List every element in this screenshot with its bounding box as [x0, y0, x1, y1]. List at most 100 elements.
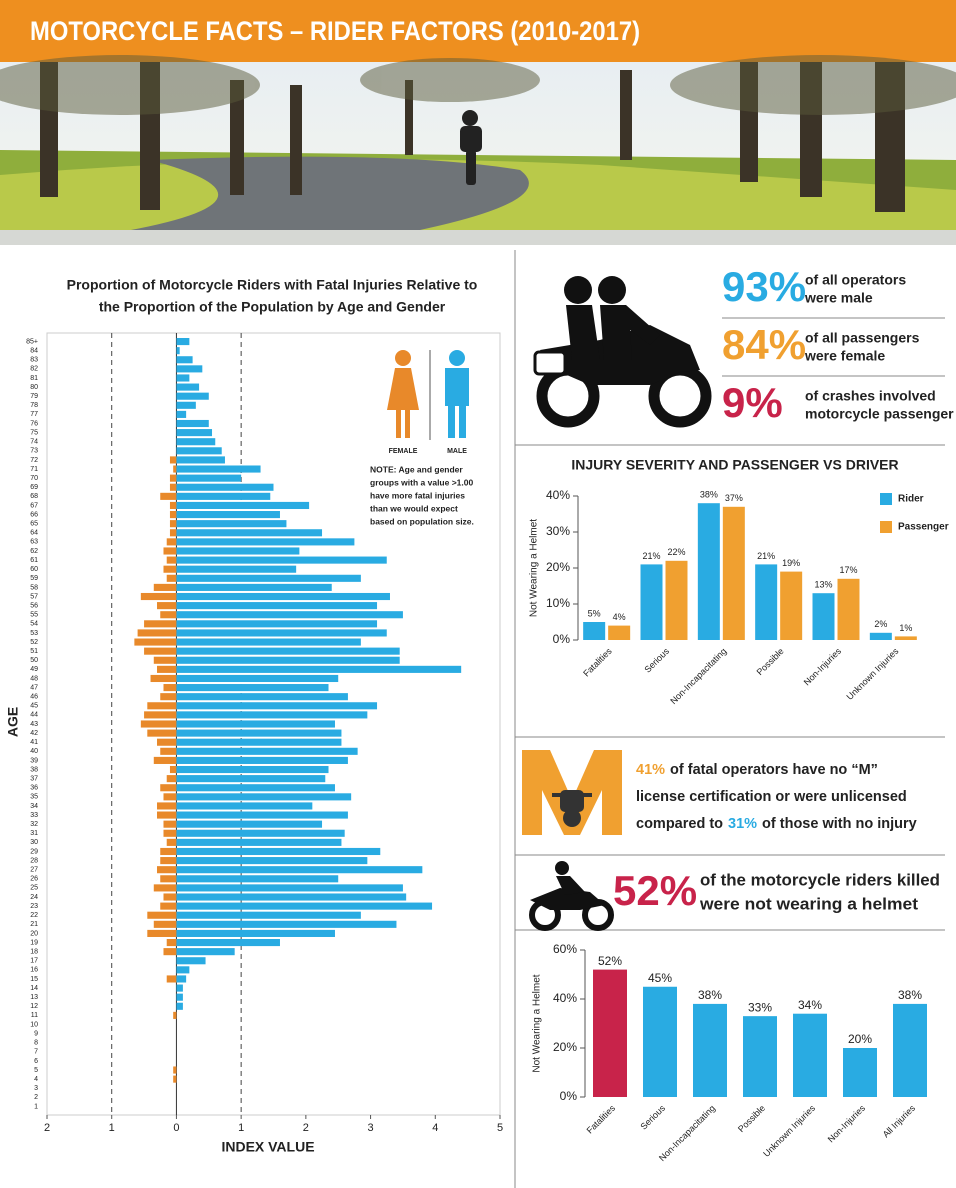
age-label: 6	[34, 1058, 38, 1065]
value-label: 38%	[898, 988, 922, 1002]
x-axis-label: INDEX VALUE	[221, 1139, 314, 1155]
value-label: 34%	[798, 998, 822, 1012]
age-label: 31	[30, 830, 38, 837]
age-bar	[167, 538, 177, 545]
license-icon	[522, 750, 622, 835]
age-bar	[163, 893, 176, 900]
age-bar	[167, 775, 177, 782]
age-bar	[176, 903, 432, 910]
age-bar	[157, 866, 176, 873]
age-bar	[163, 793, 176, 800]
age-label: 66	[30, 511, 38, 518]
age-label: 79	[30, 393, 38, 400]
age-label: 11	[31, 1012, 38, 1019]
age-bar	[167, 939, 177, 946]
age-bar	[176, 393, 208, 400]
x-tick-label: Fatalities	[581, 646, 614, 679]
age-bar	[176, 739, 341, 746]
value-label: 19%	[782, 558, 800, 568]
age-bar	[176, 802, 312, 809]
x-tick-label: Non-Injuries	[826, 1103, 868, 1145]
value-label: 4%	[613, 612, 626, 622]
age-bar	[170, 520, 176, 527]
age-bar	[176, 557, 386, 564]
license-text: compared to	[636, 816, 723, 832]
age-label: 5	[34, 1067, 38, 1074]
x-tick-label: All Injuries	[881, 1103, 918, 1140]
age-bar	[151, 675, 177, 682]
age-bar	[176, 465, 260, 472]
bar	[608, 626, 630, 640]
age-label: 37	[30, 775, 38, 782]
bar	[593, 970, 627, 1097]
age-label: 85+	[26, 338, 38, 345]
age-bar	[160, 857, 176, 864]
age-label: 70	[30, 475, 38, 482]
photo	[0, 55, 956, 245]
age-bar	[173, 1066, 176, 1073]
age-label: 13	[30, 994, 38, 1001]
age-label: 78	[30, 402, 38, 409]
x-tick-label: Non-Injuries	[802, 646, 844, 688]
age-bar	[176, 629, 386, 636]
age-label: 35	[30, 794, 38, 801]
age-label: 12	[30, 1003, 38, 1010]
age-bar	[147, 702, 176, 709]
age-bar	[170, 502, 176, 509]
age-bar	[157, 602, 176, 609]
age-label: 2	[34, 1094, 38, 1101]
age-label: 46	[30, 694, 38, 701]
x-tick-label: Non-Incapacitating	[657, 1103, 717, 1163]
age-bar	[176, 666, 461, 673]
age-label: 55	[30, 612, 38, 619]
value-label: 45%	[648, 971, 672, 985]
age-bar	[176, 884, 403, 891]
age-bar	[176, 839, 341, 846]
age-label: 36	[30, 785, 38, 792]
age-bar	[176, 365, 202, 372]
age-bar	[176, 912, 360, 919]
license-text: license certification or were unlicensed	[636, 789, 907, 805]
age-label: 67	[30, 502, 38, 509]
age-label: 42	[30, 730, 38, 737]
bar	[641, 564, 663, 640]
age-bar	[163, 821, 176, 828]
age-bar	[176, 529, 322, 536]
age-bar	[144, 711, 176, 718]
stat-text: of all operators	[805, 272, 906, 288]
age-bar	[144, 620, 176, 627]
chart-title: INJURY SEVERITY AND PASSENGER VS DRIVER	[571, 457, 898, 473]
age-label: 56	[30, 602, 38, 609]
age-label: 3	[34, 1085, 38, 1092]
age-bar	[176, 638, 360, 645]
stat-text: of all passengers	[805, 330, 920, 346]
bar	[813, 593, 835, 640]
y-axis-label: AGE	[5, 707, 21, 737]
age-bar	[176, 985, 182, 992]
age-bar	[176, 975, 186, 982]
note-text: NOTE: Age and gender	[370, 464, 463, 474]
age-label: 28	[30, 857, 38, 864]
age-bar	[157, 739, 176, 746]
age-label: 76	[30, 420, 38, 427]
note-text: based on population size.	[370, 516, 474, 526]
age-bar	[176, 511, 280, 518]
bar	[870, 633, 892, 640]
age-bar	[176, 939, 280, 946]
stat-value: 52%	[613, 867, 697, 914]
age-bar	[176, 812, 347, 819]
age-label: 44	[30, 712, 38, 719]
age-bar	[176, 384, 199, 391]
rider-icon	[530, 861, 611, 928]
age-label: 1	[34, 1103, 38, 1110]
age-label: 4	[34, 1076, 38, 1083]
age-bar	[163, 948, 176, 955]
bar	[755, 564, 777, 640]
value-label: 2%	[874, 619, 887, 629]
bar	[843, 1048, 877, 1097]
legend-label: Rider	[898, 494, 924, 505]
x-tick-label: 5	[497, 1122, 503, 1134]
age-label: 59	[30, 575, 38, 582]
legend-head	[449, 350, 465, 366]
age-label: 32	[30, 821, 38, 828]
